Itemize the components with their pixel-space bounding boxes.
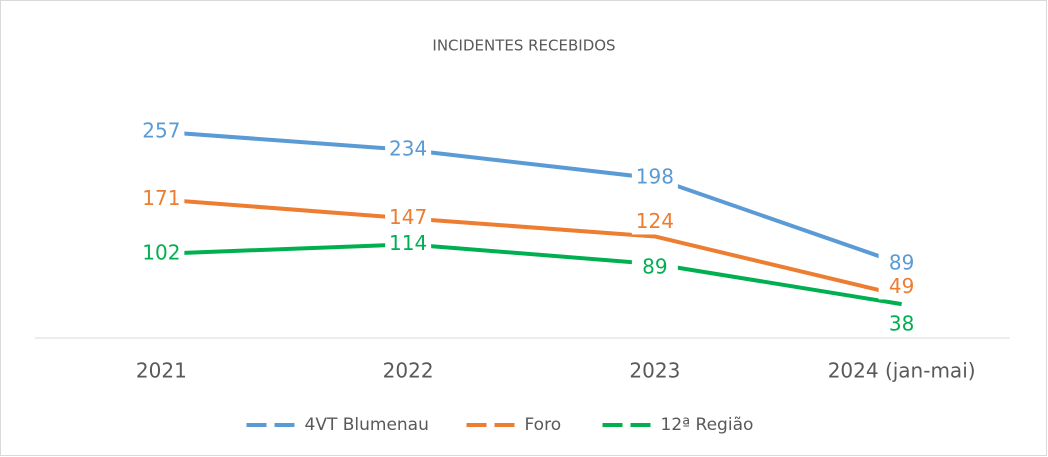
data-label-bg [385,206,432,231]
data-label-bg [138,187,185,212]
data-label: 114 [389,231,427,255]
x-tick-label: 2022 [383,359,434,383]
data-label-bg [878,275,925,300]
chart-title: INCIDENTES RECEBIDOS [432,37,615,55]
legend-label: 12ª Região [661,415,754,435]
data-label-bg [878,313,925,338]
x-tick-label: 2023 [629,359,680,383]
data-label-bg [631,255,678,280]
data-label: 124 [636,209,674,233]
data-label: 38 [889,312,914,336]
series-line [161,242,902,307]
series-line [161,197,903,298]
data-label-bg [878,251,925,276]
data-label: 234 [389,136,427,160]
data-label: 147 [389,205,427,229]
data-label: 89 [889,250,914,274]
x-tick-label: 2024 (jan-mai) [828,359,976,383]
data-label: 171 [142,186,180,210]
data-label: 49 [889,274,914,298]
data-label: 257 [142,118,180,142]
data-label-bg [385,232,432,257]
data-label: 89 [642,254,667,278]
legend-label: 4VT Blumenau [305,415,429,435]
data-label: 102 [142,240,180,264]
data-label-bg [631,166,678,191]
series-line [161,129,903,266]
data-label-bg [385,137,432,162]
data-label-bg [138,241,185,266]
data-label: 198 [636,165,674,189]
data-label-bg [138,119,185,144]
x-tick-label: 2021 [136,359,187,383]
legend-label: Foro [525,415,562,435]
data-label-bg [631,210,678,235]
